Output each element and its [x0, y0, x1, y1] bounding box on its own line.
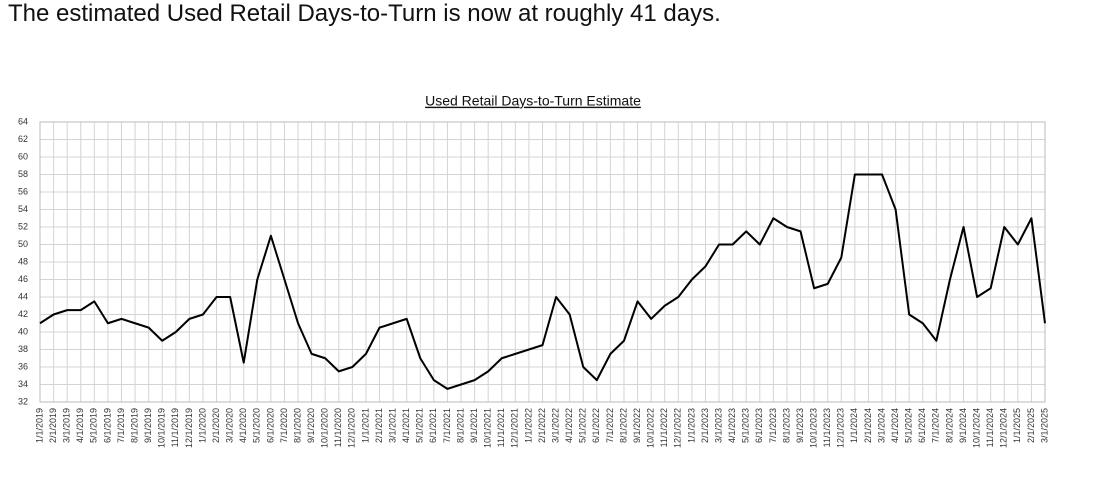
x-tick-label: 11/1/2020: [333, 408, 343, 447]
y-tick-label: 42: [18, 309, 28, 319]
x-tick-label: 9/1/2022: [632, 408, 642, 443]
x-tick-label: 7/1/2019: [116, 408, 126, 443]
x-tick-label: 4/1/2019: [75, 408, 85, 443]
x-tick-label: 4/1/2020: [238, 408, 248, 443]
chart-title: Used Retail Days-to-Turn Estimate: [425, 93, 641, 109]
x-tick-label: 12/1/2020: [347, 408, 357, 448]
x-tick-label: 8/1/2022: [618, 408, 628, 443]
x-tick-label: 9/1/2021: [469, 408, 479, 443]
x-tick-label: 1/1/2023: [686, 408, 696, 443]
x-tick-label: 4/1/2023: [727, 408, 737, 443]
x-tick-label: 6/1/2021: [428, 408, 438, 443]
x-tick-label: 5/1/2023: [741, 408, 751, 443]
y-tick-label: 32: [18, 396, 28, 406]
x-tick-label: 2/1/2020: [211, 408, 221, 443]
x-tick-label: 10/1/2019: [157, 408, 167, 448]
x-tick-label: 6/1/2022: [591, 408, 601, 443]
data-line: [39, 173, 1046, 390]
x-tick-label: 3/1/2021: [387, 408, 397, 443]
x-tick-label: 9/1/2023: [795, 408, 805, 443]
y-tick-label: 60: [18, 151, 28, 161]
x-tick-label: 6/1/2019: [102, 408, 112, 443]
x-tick-label: 3/1/2022: [550, 408, 560, 443]
x-tick-label: 7/1/2022: [605, 408, 615, 443]
y-tick-label: 34: [18, 379, 28, 389]
y-tick-label: 40: [18, 326, 28, 336]
x-tick-label: 7/1/2023: [768, 408, 778, 443]
x-tick-label: 12/1/2022: [673, 408, 683, 448]
x-tick-label: 5/1/2019: [89, 408, 99, 443]
y-tick-label: 64: [18, 116, 28, 126]
y-tick-label: 46: [18, 274, 28, 284]
x-tick-label: 1/1/2024: [849, 408, 859, 443]
x-tick-label: 3/1/2019: [62, 408, 72, 443]
x-tick-label: 1/1/2025: [1012, 408, 1022, 443]
x-tick-label: 8/1/2020: [292, 408, 302, 443]
x-tick-label: 8/1/2023: [781, 408, 791, 443]
x-tick-label: 7/1/2021: [442, 408, 452, 443]
x-tick-label: 10/1/2024: [971, 408, 981, 448]
x-tick-label: 2/1/2019: [48, 408, 58, 443]
x-tick-label: 11/1/2022: [659, 408, 669, 447]
x-tick-label: 11/1/2019: [170, 408, 180, 447]
x-tick-label: 8/1/2021: [455, 408, 465, 443]
y-tick-label: 48: [18, 256, 28, 266]
x-tick-label: 6/1/2024: [917, 408, 927, 443]
x-tick-label: 3/1/2024: [876, 408, 886, 443]
x-tick-label: 5/1/2021: [415, 408, 425, 443]
x-tick-label: 3/1/2025: [1039, 408, 1049, 443]
x-tick-label: 2/1/2025: [1026, 408, 1036, 443]
y-tick-label: 52: [18, 221, 28, 231]
x-tick-label: 12/1/2019: [184, 408, 194, 448]
plot-border: [39, 121, 1046, 403]
x-tick-label: 4/1/2024: [890, 408, 900, 443]
x-tick-label: 2/1/2022: [537, 408, 547, 443]
x-tick-label: 5/1/2020: [252, 408, 262, 443]
x-tick-label: 11/1/2024: [985, 408, 995, 447]
x-tick-label: 5/1/2022: [578, 408, 588, 443]
x-tick-label: 2/1/2023: [700, 408, 710, 443]
x-tick-label: 9/1/2019: [143, 408, 153, 443]
x-tick-label: 12/1/2023: [836, 408, 846, 448]
x-tick-label: 2/1/2021: [374, 408, 384, 443]
y-tick-label: 62: [18, 134, 28, 144]
x-tick-label: 10/1/2021: [483, 408, 493, 448]
x-tick-label: 5/1/2024: [904, 408, 914, 443]
x-tick-label: 4/1/2021: [401, 408, 411, 443]
x-tick-label: 12/1/2021: [510, 408, 520, 448]
y-tick-label: 44: [18, 291, 28, 301]
x-tick-label: 7/1/2020: [279, 408, 289, 443]
x-tick-label: 4/1/2022: [564, 408, 574, 443]
y-tick-label: 58: [18, 169, 28, 179]
x-tick-label: 7/1/2024: [931, 408, 941, 443]
x-tick-label: 11/1/2023: [822, 408, 832, 447]
x-tick-label: 10/1/2022: [646, 408, 656, 448]
x-tick-label: 3/1/2020: [225, 408, 235, 443]
x-tick-label: 2/1/2024: [863, 408, 873, 443]
x-tick-label: 1/1/2019: [34, 408, 44, 443]
headline: The estimated Used Retail Days-to-Turn i…: [8, 0, 721, 27]
x-tick-label: 9/1/2024: [958, 408, 968, 443]
x-tick-label: 6/1/2023: [754, 408, 764, 443]
x-tick-label: 10/1/2020: [320, 408, 330, 448]
x-tick-label: 3/1/2023: [713, 408, 723, 443]
x-tick-label: 1/1/2022: [523, 408, 533, 443]
y-tick-label: 50: [18, 239, 28, 249]
x-tick-label: 11/1/2021: [496, 408, 506, 447]
x-tick-label: 1/1/2020: [197, 408, 207, 443]
x-tick-label: 8/1/2024: [944, 408, 954, 443]
x-tick-label: 9/1/2020: [306, 408, 316, 443]
y-tick-label: 36: [18, 361, 28, 371]
x-tick-label: 12/1/2024: [999, 408, 1009, 448]
y-tick-label: 56: [18, 186, 28, 196]
x-tick-label: 6/1/2020: [265, 408, 275, 443]
x-tick-label: 1/1/2021: [360, 408, 370, 443]
y-tick-label: 54: [18, 204, 28, 214]
x-tick-label: 8/1/2019: [129, 408, 139, 443]
y-tick-label: 38: [18, 344, 28, 354]
x-tick-label: 10/1/2023: [808, 408, 818, 448]
